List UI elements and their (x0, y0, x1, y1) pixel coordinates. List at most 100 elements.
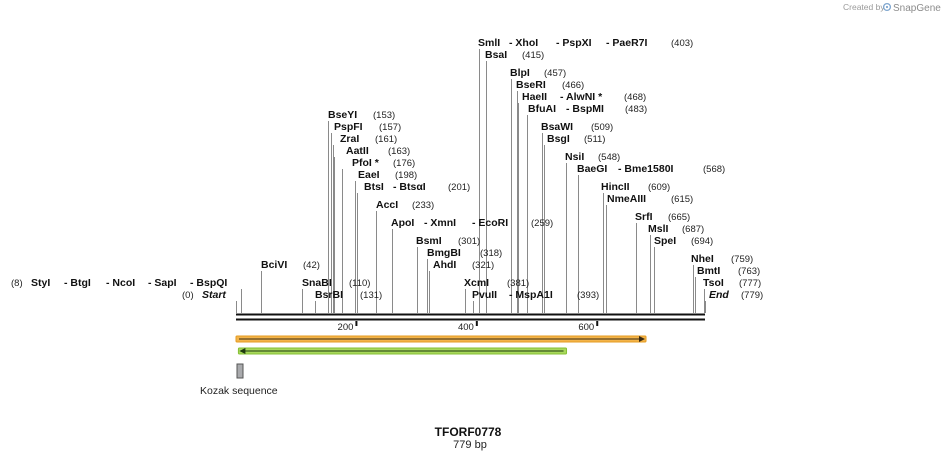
orf-reverse-feature[interactable] (237, 347, 568, 355)
ruler-tick-label: 200 (338, 322, 354, 333)
site-label[interactable]: HaeII (522, 91, 547, 103)
site-label[interactable]: - AlwNI * (560, 91, 603, 103)
site-position: (321) (472, 260, 494, 271)
site-position: (233) (412, 200, 434, 211)
site-label[interactable]: AhdI (433, 259, 456, 271)
site-label[interactable]: BciVI (261, 259, 287, 271)
site-label[interactable]: - Bme1580I (618, 163, 674, 175)
site-label[interactable]: SnaBI (302, 277, 332, 289)
site-position: (466) (562, 80, 584, 91)
site-label[interactable]: - BspQI (190, 277, 227, 289)
site-position: (201) (448, 182, 470, 193)
credit-prefix: Created by (843, 2, 885, 12)
site-label[interactable]: BtsI (364, 181, 384, 193)
site-position: (457) (544, 68, 566, 79)
site-label[interactable]: BsgI (547, 133, 570, 145)
site-label[interactable]: - NcoI (106, 277, 135, 289)
site-label[interactable]: BsaWI (541, 121, 573, 133)
site-label[interactable]: - BtsαI (393, 181, 426, 193)
site-label[interactable]: BseRI (516, 79, 546, 91)
ruler-tick-label: 600 (578, 322, 594, 333)
site-position: (42) (303, 260, 320, 271)
site-label[interactable]: EaeI (358, 169, 380, 181)
site-position: (153) (373, 110, 395, 121)
orf-forward-feature[interactable] (235, 335, 647, 343)
site-position: (609) (648, 182, 670, 193)
site-position: (548) (598, 152, 620, 163)
site-position: (483) (625, 104, 647, 115)
site-label[interactable]: ApoI (391, 217, 414, 229)
site-label[interactable]: HincII (601, 181, 630, 193)
site-position: (259) (531, 218, 553, 229)
site-label[interactable]: SmlI (478, 37, 500, 49)
site-position: (157) (379, 122, 401, 133)
site-label[interactable]: XcmI (464, 277, 489, 289)
site-label[interactable]: MslI (648, 223, 669, 235)
site-label[interactable]: PspFI (334, 121, 363, 133)
site-position: (615) (671, 194, 693, 205)
site-label[interactable]: StyI (31, 277, 50, 289)
site-position: (318) (480, 248, 502, 259)
site-position: (163) (388, 146, 410, 157)
site-label[interactable]: PfoI * (352, 157, 380, 169)
site-label[interactable]: - PaeR7I (606, 37, 648, 49)
site-connector-lines (236, 49, 706, 313)
kozak-feature[interactable] (236, 363, 244, 379)
site-label[interactable]: AatII (346, 145, 369, 157)
site-label[interactable]: NheI (691, 253, 714, 265)
site-label[interactable]: TsoI (703, 277, 724, 289)
site-label[interactable]: - SapI (148, 277, 177, 289)
site-label[interactable]: AccI (376, 199, 398, 211)
site-position: (393) (577, 290, 599, 301)
site-position: (8) (11, 278, 23, 289)
site-position: (110) (349, 278, 370, 289)
site-label[interactable]: BaeGI (577, 163, 607, 175)
ruler-tick-label: 400 (458, 322, 474, 333)
site-label[interactable]: BmgBI (427, 247, 461, 259)
site-label[interactable]: NmeAIII (607, 193, 646, 205)
dna-backbone[interactable] (236, 313, 705, 321)
site-label[interactable]: ZraI (340, 133, 359, 145)
site-position: (759) (731, 254, 753, 265)
site-label[interactable]: - BspMI (566, 103, 604, 115)
site-label[interactable]: Start (202, 289, 226, 301)
kozak-label: Kozak sequence (200, 385, 278, 397)
site-label[interactable]: BsrBI (315, 289, 343, 301)
site-position: (568) (703, 164, 725, 175)
site-position: (779) (741, 290, 763, 301)
site-label[interactable]: BfuAI (528, 103, 556, 115)
site-label[interactable]: - XhoI (509, 37, 538, 49)
site-position: (301) (458, 236, 480, 247)
site-label[interactable]: BsmI (416, 235, 442, 247)
site-label[interactable]: - EcoRI (472, 217, 508, 229)
site-position: (198) (395, 170, 417, 181)
map-title: TFORF0778 (435, 425, 502, 439)
map-length: 779 bp (453, 439, 487, 451)
site-label[interactable]: - MspA1I (509, 289, 553, 301)
credit-brand: SnapGene (893, 3, 941, 14)
site-label[interactable]: End (709, 289, 729, 301)
site-position: (176) (393, 158, 415, 169)
site-position: (131) (360, 290, 382, 301)
snapgene-logo-icon (882, 2, 892, 12)
site-position: (777) (739, 278, 761, 289)
site-label[interactable]: NsiI (565, 151, 584, 163)
site-label[interactable]: BsaI (485, 49, 507, 61)
site-position: (381) (507, 278, 529, 289)
site-label[interactable]: PvuII (472, 289, 497, 301)
site-position: (161) (375, 134, 397, 145)
site-label[interactable]: BlpI (510, 67, 530, 79)
site-label[interactable]: SpeI (654, 235, 676, 247)
site-label[interactable]: - PspXI (556, 37, 592, 49)
site-label[interactable]: SrfI (635, 211, 653, 223)
site-label[interactable]: - XmnI (424, 217, 456, 229)
site-label[interactable]: BseYI (328, 109, 357, 121)
site-position: (415) (522, 50, 544, 61)
restriction-site-labels: (8) StyI - BtgI - NcoI - SapI - BspQI (0… (11, 37, 763, 301)
site-position: (0) (182, 290, 194, 301)
site-label[interactable]: - BtgI (64, 277, 91, 289)
site-position: (665) (668, 212, 690, 223)
site-label[interactable]: BmtI (697, 265, 720, 277)
ruler: 200 400 600 (338, 321, 599, 333)
